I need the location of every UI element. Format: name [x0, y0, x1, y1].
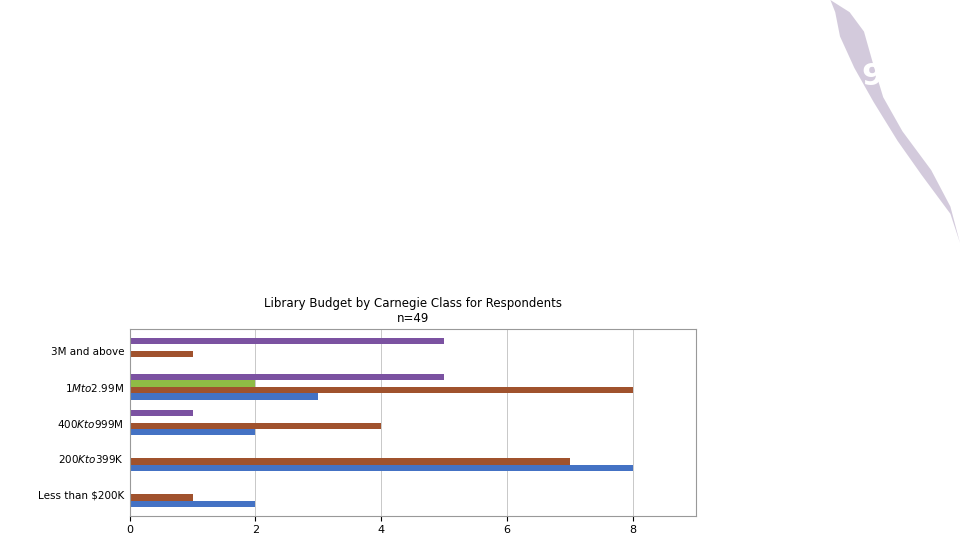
Bar: [130, 458, 570, 465]
Text: 9: 9: [861, 63, 882, 91]
Bar: [130, 393, 319, 400]
Bar: [130, 465, 633, 471]
Bar: [130, 338, 444, 345]
Bar: [130, 410, 193, 416]
Bar: [130, 494, 193, 501]
Bar: [130, 422, 381, 429]
PathPatch shape: [0, 190, 960, 486]
Title: Library Budget by Carnegie Class for Respondents
n=49: Library Budget by Carnegie Class for Res…: [264, 298, 562, 326]
Bar: [130, 351, 193, 357]
Bar: [130, 501, 255, 507]
Bar: [130, 374, 444, 380]
Bar: [130, 429, 255, 435]
Text: Library Demographics: Budget by: Library Demographics: Budget by: [62, 44, 589, 72]
Text: Carnegie Class: Carnegie Class: [62, 117, 294, 145]
Bar: [130, 387, 633, 393]
Bar: [130, 380, 255, 387]
PathPatch shape: [830, 0, 960, 243]
